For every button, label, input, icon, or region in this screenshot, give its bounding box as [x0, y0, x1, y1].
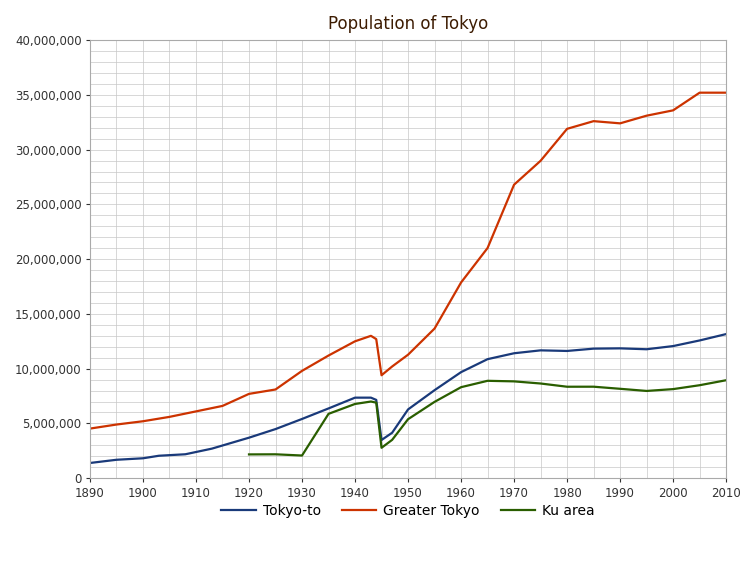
Tokyo-to [668, 342, 677, 349]
Ku area [324, 411, 333, 417]
Greater Tokyo [324, 352, 333, 359]
Ku area [404, 416, 413, 422]
Greater Tokyo [85, 425, 94, 432]
Ku area [457, 384, 466, 391]
Ku area [721, 377, 730, 384]
Tokyo-to [324, 405, 333, 412]
Ku area [297, 452, 306, 459]
Greater Tokyo [367, 332, 376, 339]
Tokyo-to [615, 345, 624, 352]
Greater Tokyo [372, 336, 381, 342]
Line: Ku area: Ku area [249, 380, 726, 455]
Ku area [367, 398, 376, 405]
Ku area [562, 383, 572, 390]
Greater Tokyo [589, 118, 598, 125]
Ku area [377, 445, 386, 451]
Tokyo-to [372, 396, 381, 403]
Ku area [510, 378, 519, 385]
Greater Tokyo [218, 403, 227, 409]
Tokyo-to [112, 456, 121, 463]
Ku area [483, 378, 492, 384]
Ku area [430, 399, 439, 405]
Tokyo-to [138, 455, 147, 462]
Ku area [351, 400, 360, 407]
Tokyo-to [457, 369, 466, 375]
Greater Tokyo [562, 125, 572, 132]
Tokyo-to [85, 460, 94, 467]
Tokyo-to [154, 452, 163, 459]
Ku area [668, 386, 677, 392]
Line: Greater Tokyo: Greater Tokyo [90, 92, 726, 429]
Tokyo-to [351, 394, 360, 401]
Greater Tokyo [377, 372, 386, 379]
Tokyo-to [430, 387, 439, 393]
Greater Tokyo [191, 408, 200, 415]
Greater Tokyo [112, 421, 121, 428]
Title: Population of Tokyo: Population of Tokyo [328, 15, 488, 33]
Tokyo-to [721, 331, 730, 337]
Greater Tokyo [430, 325, 439, 332]
Ku area [536, 380, 545, 387]
Greater Tokyo [138, 418, 147, 425]
Greater Tokyo [457, 279, 466, 286]
Ku area [271, 451, 280, 458]
Tokyo-to [562, 348, 572, 354]
Greater Tokyo [297, 367, 306, 374]
Ku area [244, 451, 253, 458]
Ku area [615, 386, 624, 392]
Greater Tokyo [721, 89, 730, 96]
Ku area [695, 382, 704, 388]
Tokyo-to [244, 434, 253, 441]
Greater Tokyo [483, 244, 492, 251]
Greater Tokyo [244, 391, 253, 397]
Tokyo-to [207, 445, 216, 452]
Greater Tokyo [510, 181, 519, 188]
Legend: Tokyo-to, Greater Tokyo, Ku area: Tokyo-to, Greater Tokyo, Ku area [215, 499, 600, 524]
Tokyo-to [367, 394, 376, 401]
Greater Tokyo [351, 338, 360, 345]
Greater Tokyo [165, 413, 174, 420]
Greater Tokyo [388, 363, 397, 370]
Tokyo-to [642, 346, 651, 353]
Tokyo-to [510, 350, 519, 357]
Ku area [589, 383, 598, 390]
Tokyo-to [589, 345, 598, 352]
Tokyo-to [271, 426, 280, 433]
Tokyo-to [297, 416, 306, 422]
Tokyo-to [536, 347, 545, 354]
Greater Tokyo [271, 386, 280, 393]
Tokyo-to [377, 437, 386, 443]
Tokyo-to [388, 429, 397, 436]
Greater Tokyo [404, 352, 413, 358]
Tokyo-to [695, 337, 704, 344]
Greater Tokyo [668, 107, 677, 114]
Greater Tokyo [536, 158, 545, 164]
Greater Tokyo [642, 112, 651, 119]
Greater Tokyo [615, 120, 624, 127]
Line: Tokyo-to: Tokyo-to [90, 334, 726, 463]
Ku area [642, 387, 651, 394]
Ku area [388, 437, 397, 443]
Tokyo-to [483, 356, 492, 362]
Tokyo-to [404, 406, 413, 413]
Greater Tokyo [695, 89, 704, 96]
Tokyo-to [181, 451, 190, 458]
Ku area [372, 399, 381, 406]
